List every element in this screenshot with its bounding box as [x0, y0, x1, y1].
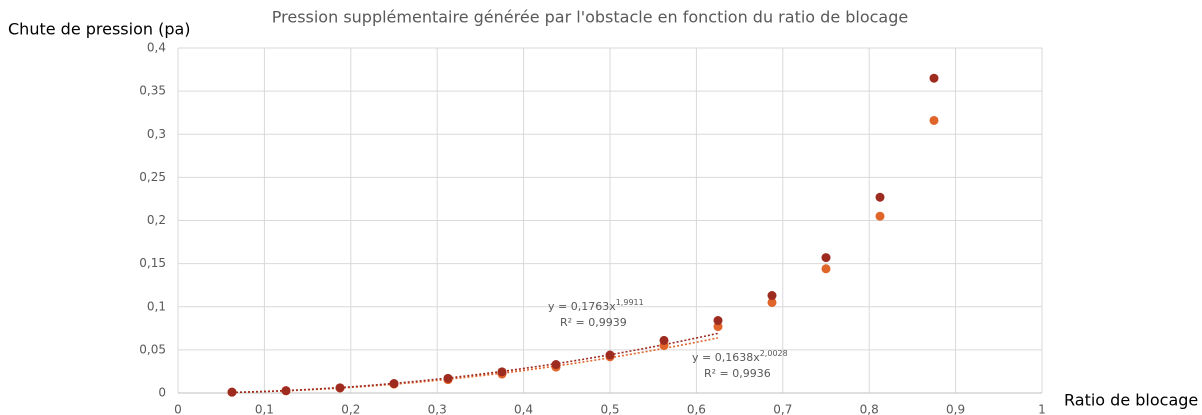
point: [335, 383, 345, 393]
x-tick-label: 0,3: [428, 403, 447, 415]
equation-exponent: 1,9911: [616, 298, 644, 307]
point: [659, 335, 669, 345]
point: [875, 211, 885, 221]
point: [821, 264, 831, 274]
point: [929, 73, 939, 83]
x-tick-label: 1: [1038, 403, 1046, 415]
point: [281, 386, 291, 396]
chart-title: Pression supplémentaire générée par l'ob…: [272, 8, 908, 27]
trendline-r-squared: R² = 0,9936: [704, 367, 771, 380]
trendline-r-squared: R² = 0,9939: [560, 316, 627, 329]
y-tick-label: 0,2: [147, 213, 166, 227]
equation-exponent: 2,0028: [760, 349, 788, 358]
point: [497, 367, 507, 377]
equation: y = 0,1763x: [548, 300, 616, 313]
point: [389, 379, 399, 389]
x-tick-label: 0,2: [341, 403, 360, 415]
x-tick-label: 0,9: [946, 403, 965, 415]
x-tick-label: 0,6: [687, 403, 706, 415]
x-tick-label: 0,4: [514, 403, 533, 415]
equation: y = 0,1638x: [692, 351, 760, 364]
y-tick-label: 0,15: [139, 256, 166, 270]
x-tick-label: 0,1: [255, 403, 274, 415]
x-tick-label: 0: [174, 403, 182, 415]
point: [767, 291, 777, 301]
y-tick-label: 0,05: [139, 342, 166, 356]
y-tick-label: 0,25: [139, 170, 166, 184]
y-tick-label: 0,1: [147, 299, 166, 313]
trendline: [231, 337, 719, 394]
y-axis-label: Chute de pression (pa): [8, 20, 191, 39]
x-tick-label: 0,7: [773, 403, 792, 415]
point: [875, 192, 885, 202]
y-tick-label: 0: [158, 386, 166, 400]
point: [767, 297, 777, 307]
x-axis-label: Ratio de blocage: [1064, 391, 1198, 410]
y-tick-label: 0,4: [147, 41, 166, 55]
y-tick-label: 0,35: [139, 84, 166, 98]
point: [713, 316, 723, 326]
point: [227, 387, 237, 397]
x-tick-label: 0,5: [600, 403, 619, 415]
point: [605, 350, 615, 360]
trendline: [231, 332, 719, 394]
y-tick-label: 0,3: [147, 127, 166, 141]
point: [821, 253, 831, 263]
trendline-equation: y = 0,1638x2,0028: [692, 349, 788, 365]
point: [551, 360, 561, 370]
point: [443, 373, 453, 383]
point: [929, 115, 939, 125]
x-tick-label: 0,8: [860, 403, 879, 415]
trendline-equation: y = 0,1763x1,9911: [548, 298, 644, 314]
